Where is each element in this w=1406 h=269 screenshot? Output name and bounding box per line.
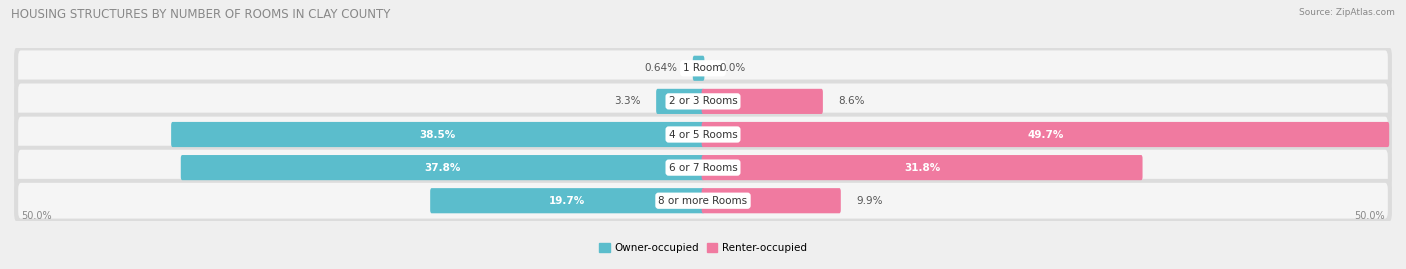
Text: 4 or 5 Rooms: 4 or 5 Rooms <box>669 129 737 140</box>
Text: 3.3%: 3.3% <box>614 96 641 107</box>
Text: 50.0%: 50.0% <box>21 211 52 221</box>
Text: 8 or more Rooms: 8 or more Rooms <box>658 196 748 206</box>
Text: 49.7%: 49.7% <box>1028 129 1063 140</box>
FancyBboxPatch shape <box>14 113 1392 156</box>
FancyBboxPatch shape <box>14 179 1392 222</box>
Legend: Owner-occupied, Renter-occupied: Owner-occupied, Renter-occupied <box>599 243 807 253</box>
FancyBboxPatch shape <box>702 188 841 213</box>
Text: 19.7%: 19.7% <box>550 196 585 206</box>
FancyBboxPatch shape <box>430 188 704 213</box>
FancyBboxPatch shape <box>172 122 704 147</box>
FancyBboxPatch shape <box>18 83 1388 119</box>
FancyBboxPatch shape <box>702 122 1389 147</box>
FancyBboxPatch shape <box>14 47 1392 90</box>
FancyBboxPatch shape <box>18 50 1388 86</box>
Text: 1 Room: 1 Room <box>683 63 723 73</box>
FancyBboxPatch shape <box>18 183 1388 219</box>
FancyBboxPatch shape <box>702 155 1143 180</box>
FancyBboxPatch shape <box>18 150 1388 186</box>
FancyBboxPatch shape <box>18 117 1388 152</box>
Text: 2 or 3 Rooms: 2 or 3 Rooms <box>669 96 737 107</box>
Text: 37.8%: 37.8% <box>425 162 461 173</box>
Text: Source: ZipAtlas.com: Source: ZipAtlas.com <box>1299 8 1395 17</box>
Text: 50.0%: 50.0% <box>1354 211 1385 221</box>
Text: 38.5%: 38.5% <box>419 129 456 140</box>
FancyBboxPatch shape <box>14 146 1392 189</box>
FancyBboxPatch shape <box>181 155 704 180</box>
Text: 6 or 7 Rooms: 6 or 7 Rooms <box>669 162 737 173</box>
FancyBboxPatch shape <box>657 89 704 114</box>
Text: 31.8%: 31.8% <box>904 162 941 173</box>
Text: 0.0%: 0.0% <box>720 63 745 73</box>
Text: HOUSING STRUCTURES BY NUMBER OF ROOMS IN CLAY COUNTY: HOUSING STRUCTURES BY NUMBER OF ROOMS IN… <box>11 8 391 21</box>
Text: 9.9%: 9.9% <box>856 196 883 206</box>
FancyBboxPatch shape <box>693 56 704 81</box>
Text: 8.6%: 8.6% <box>838 96 865 107</box>
FancyBboxPatch shape <box>14 80 1392 123</box>
FancyBboxPatch shape <box>702 89 823 114</box>
Text: 0.64%: 0.64% <box>644 63 678 73</box>
